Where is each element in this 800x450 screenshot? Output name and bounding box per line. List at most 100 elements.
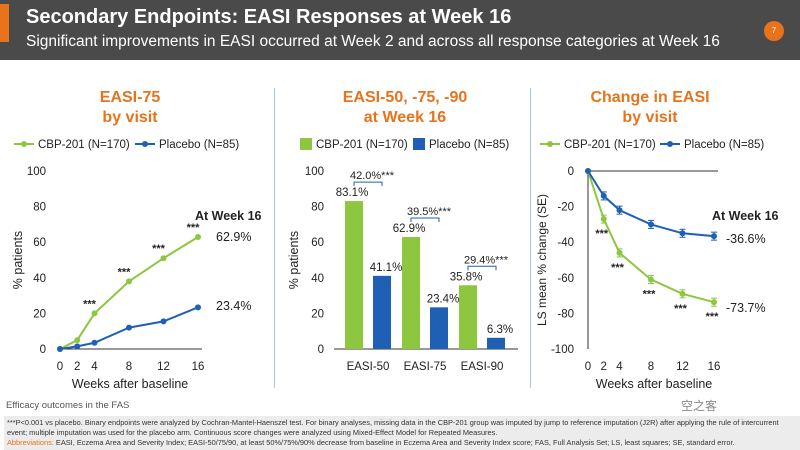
abbreviations-text: EASI, Eczema Area and Severity Index; EA… bbox=[53, 438, 735, 447]
footer-caption: Efficacy outcomes in the FAS bbox=[6, 400, 130, 411]
p3-data-point bbox=[679, 230, 686, 237]
p1-y-tick-label: 20 bbox=[33, 308, 46, 320]
p2-bar-value-label: 6.3% bbox=[487, 324, 513, 336]
p1-data-point bbox=[74, 343, 81, 350]
panel1-title-line1: EASI-75 bbox=[99, 89, 161, 106]
p3-significance-label: *** bbox=[643, 289, 657, 301]
abbreviations-label: Abbreviations: bbox=[7, 438, 54, 447]
p2-comparison-bracket bbox=[353, 181, 383, 187]
p3-significance-label: *** bbox=[674, 303, 688, 315]
panel-divider-1 bbox=[274, 88, 275, 388]
p1-legend-placebo-label: Placebo (N=85) bbox=[159, 139, 239, 151]
p3-significance-label: *** bbox=[611, 262, 625, 274]
p1-data-point bbox=[160, 318, 167, 325]
p3-y-axis-label: LS mean % change (SE) bbox=[535, 194, 549, 326]
p1-significance-label: *** bbox=[83, 298, 97, 310]
p3-series-line-0 bbox=[587, 170, 715, 304]
p3-data-point bbox=[711, 299, 717, 306]
p2-comparison-bracket bbox=[467, 265, 497, 271]
p1-significance-label: *** bbox=[118, 266, 132, 278]
p3-legend-placebo-swatch-dot bbox=[667, 141, 673, 147]
p1-x-tick-label: 2 bbox=[74, 361, 80, 373]
p3-cbp-value-label: -73.7% bbox=[726, 301, 766, 315]
p3-data-point bbox=[600, 192, 607, 199]
p1-x-axis-label: Weeks after baseline bbox=[72, 377, 189, 391]
p2-bar-value-label: 83.1% bbox=[336, 187, 369, 199]
slide-header: Secondary Endpoints: EASI Responses at W… bbox=[0, 0, 800, 60]
p2-comparison-bracket bbox=[410, 217, 440, 223]
panel3-title-line1: Change in EASI bbox=[590, 89, 710, 106]
p3-x-tick-label: 12 bbox=[676, 361, 689, 373]
p3-legend-cbp-label: CBP-201 (N=170) bbox=[564, 139, 656, 151]
charts-canvas: CBP-201 (N=170) Placebo (N=85)02040608010… bbox=[11, 138, 779, 391]
p1-data-point bbox=[74, 337, 81, 344]
p3-week16-label: At Week 16 bbox=[712, 209, 779, 223]
p1-placebo-value-label: 23.4% bbox=[216, 299, 251, 313]
p2-bar-placebo bbox=[487, 337, 505, 349]
p2-y-tick-label: 20 bbox=[311, 308, 324, 320]
p1-x-tick-label: 0 bbox=[57, 361, 63, 373]
p2-legend-placebo-label: Placebo (N=85) bbox=[429, 139, 509, 151]
p3-y-tick-label: -100 bbox=[551, 344, 574, 356]
p1-legend-cbp-label: CBP-201 (N=170) bbox=[38, 139, 130, 151]
p2-category-label: EASI-90 bbox=[461, 361, 504, 373]
p3-data-point bbox=[616, 207, 623, 214]
p2-category-label: EASI-50 bbox=[347, 361, 390, 373]
p3-legend-cbp-swatch-dot bbox=[547, 141, 553, 147]
p1-data-point bbox=[195, 304, 201, 311]
header-accent-bar bbox=[0, 4, 9, 42]
p2-bar-cbp bbox=[402, 237, 420, 349]
p2-category-label: EASI-75 bbox=[404, 361, 447, 373]
p3-y-tick-label: 0 bbox=[568, 166, 574, 178]
p1-x-tick-label: 4 bbox=[91, 361, 98, 373]
p3-legend-placebo-label: Placebo (N=85) bbox=[684, 139, 764, 151]
p1-x-tick-label: 12 bbox=[157, 361, 170, 373]
p1-significance-label: *** bbox=[187, 222, 201, 234]
p3-y-tick-label: -40 bbox=[557, 237, 574, 249]
page-number-badge: 7 bbox=[764, 21, 784, 41]
p3-data-point bbox=[679, 290, 686, 297]
p1-data-point bbox=[126, 278, 132, 285]
panel1-title: EASI-75 by visit bbox=[20, 88, 240, 128]
p1-y-tick-label: 80 bbox=[33, 202, 46, 214]
p1-y-tick-label: 40 bbox=[33, 273, 46, 285]
p3-y-tick-label: -20 bbox=[557, 202, 574, 214]
p3-significance-label: *** bbox=[595, 228, 609, 240]
slide-title: Secondary Endpoints: EASI Responses at W… bbox=[26, 6, 512, 28]
p1-y-tick-label: 0 bbox=[40, 344, 46, 356]
p3-placebo-value-label: -36.6% bbox=[726, 232, 766, 246]
p3-x-tick-label: 0 bbox=[585, 361, 591, 373]
p2-difference-label: 42.0%*** bbox=[350, 170, 395, 182]
p2-bar-value-label: 41.1% bbox=[370, 262, 403, 274]
p2-bar-value-label: 35.8% bbox=[450, 271, 483, 283]
p2-bar-value-label: 62.9% bbox=[393, 223, 426, 235]
p3-x-axis-label: Weeks after baseline bbox=[596, 377, 713, 391]
panel3-title-line2: by visit bbox=[622, 109, 678, 126]
p3-x-tick-label: 2 bbox=[601, 361, 607, 373]
p2-y-axis-label: % patients bbox=[287, 231, 301, 289]
panel2-title-line2: at Week 16 bbox=[363, 109, 447, 126]
p3-x-tick-label: 4 bbox=[616, 361, 623, 373]
p2-difference-label: 39.5%*** bbox=[407, 206, 452, 218]
p2-y-tick-label: 80 bbox=[311, 202, 324, 214]
p2-difference-label: 29.4%*** bbox=[464, 254, 509, 266]
p2-y-tick-label: 60 bbox=[311, 237, 324, 249]
p1-data-point bbox=[91, 339, 98, 346]
p3-data-point bbox=[616, 249, 623, 256]
p2-y-tick-label: 100 bbox=[305, 166, 324, 178]
p2-legend-cbp-label: CBP-201 (N=170) bbox=[316, 139, 408, 151]
footnote-text: ***P<0.001 vs placebo. Binary endpoints … bbox=[7, 418, 779, 437]
p1-legend-cbp-swatch-dot bbox=[21, 141, 27, 147]
p2-y-tick-label: 0 bbox=[318, 344, 324, 356]
p2-legend-placebo-swatch bbox=[413, 138, 425, 150]
p2-bar-cbp bbox=[345, 201, 363, 349]
p1-data-point bbox=[160, 255, 167, 262]
p2-bar-placebo bbox=[373, 275, 391, 349]
p3-data-point bbox=[585, 168, 591, 174]
slide-subtitle: Significant improvements in EASI occurre… bbox=[26, 33, 720, 50]
watermark-text: 空之客 bbox=[681, 399, 718, 413]
p1-cbp-value-label: 62.9% bbox=[216, 230, 251, 244]
panel2-title-line1: EASI-50, -75, -90 bbox=[342, 89, 468, 106]
p2-bar-value-label: 23.4% bbox=[427, 293, 460, 305]
p1-data-point bbox=[126, 324, 132, 331]
